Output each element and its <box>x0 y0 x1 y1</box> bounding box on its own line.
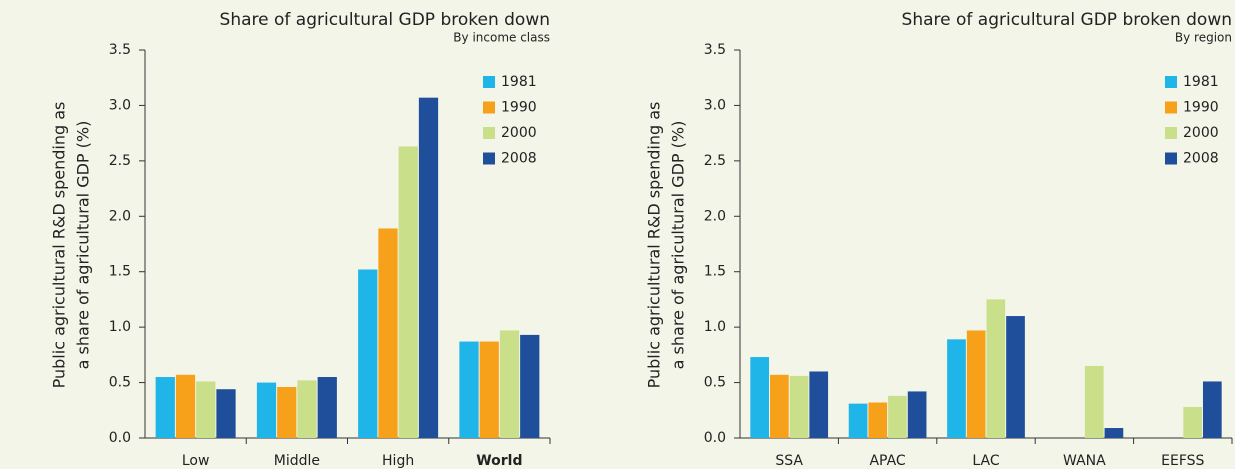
legend-swatch <box>1165 152 1177 165</box>
legend-label: 2008 <box>1183 151 1219 167</box>
bar <box>317 377 337 438</box>
y-tick-label: 0.0 <box>704 430 726 446</box>
bar <box>196 381 216 438</box>
bar <box>868 402 888 438</box>
y-axis-label: a share of agricultural GDP (%) <box>74 121 93 370</box>
bar <box>216 389 236 438</box>
legend-swatch <box>1165 127 1177 139</box>
y-tick-label: 2.0 <box>704 208 726 224</box>
y-tick-label: 2.5 <box>109 153 131 169</box>
y-tick-label: 1.5 <box>109 264 131 280</box>
bar <box>888 395 907 438</box>
x-tick-label: Low <box>182 453 210 469</box>
bar <box>1183 406 1202 438</box>
bar <box>789 375 809 438</box>
x-tick-label: SSA <box>775 453 803 469</box>
x-tick-label: EEFSS <box>1161 453 1204 469</box>
bar <box>499 330 520 438</box>
y-tick-label: 1.0 <box>704 319 726 335</box>
chart-subtitle: By region <box>1175 31 1232 45</box>
bar <box>358 269 378 438</box>
chart-title: Share of agricultural GDP broken down <box>220 10 550 30</box>
legend-swatch <box>483 101 495 114</box>
bar <box>297 380 317 438</box>
y-tick-label: 0.5 <box>109 375 131 391</box>
legend-swatch <box>483 127 495 139</box>
x-tick-label: High <box>382 453 414 469</box>
x-tick-label: LAC <box>972 453 999 469</box>
bar <box>520 334 540 438</box>
x-tick-label: Middle <box>274 453 320 469</box>
bar <box>1006 316 1025 438</box>
bar <box>418 97 439 438</box>
bar <box>378 228 398 438</box>
bar <box>1104 428 1124 438</box>
y-axis-label: Public agricultural R&D spending as <box>645 102 664 389</box>
y-tick-label: 0.0 <box>109 430 131 446</box>
bar <box>770 374 789 438</box>
legend-swatch <box>1165 76 1177 88</box>
legend-label: 1990 <box>1183 100 1219 116</box>
y-tick-label: 1.5 <box>704 264 726 280</box>
bar <box>986 299 1006 438</box>
x-tick-label: APAC <box>869 453 905 469</box>
y-axis-label: Public agricultural R&D spending as <box>50 102 69 389</box>
legend-swatch <box>1165 101 1177 114</box>
y-tick-label: 0.5 <box>704 375 726 391</box>
legend-label: 2000 <box>501 125 537 141</box>
bar <box>398 146 418 438</box>
bar <box>966 330 986 438</box>
bar <box>1202 381 1222 438</box>
y-tick-label: 1.0 <box>109 319 131 335</box>
legend-swatch <box>483 76 495 88</box>
y-tick-label: 3.0 <box>109 97 131 113</box>
bar <box>155 377 175 438</box>
x-tick-label: World <box>476 453 522 469</box>
legend-label: 1990 <box>501 100 537 116</box>
legend-label: 1981 <box>501 74 537 90</box>
bar <box>1084 365 1104 438</box>
y-tick-label: 2.5 <box>704 153 726 169</box>
bar <box>256 382 277 438</box>
chart-title: Share of agricultural GDP broken down <box>902 10 1232 30</box>
y-tick-label: 3.5 <box>704 42 726 58</box>
y-axis-label: a share of agricultural GDP (%) <box>669 121 688 370</box>
chart-subtitle: By income class <box>453 31 550 45</box>
legend-swatch <box>483 152 495 165</box>
bar <box>277 387 297 438</box>
bar <box>175 374 196 438</box>
y-tick-label: 3.5 <box>109 42 131 58</box>
bar <box>848 403 868 438</box>
bar <box>809 371 829 438</box>
legend-label: 2000 <box>1183 125 1219 141</box>
bar <box>750 357 770 438</box>
bar <box>459 341 479 438</box>
y-tick-label: 2.0 <box>109 208 131 224</box>
bar <box>479 341 499 438</box>
legend-label: 2008 <box>501 151 537 167</box>
bar <box>947 339 966 438</box>
x-tick-label: WANA <box>1063 453 1106 469</box>
legend-label: 1981 <box>1183 74 1219 90</box>
y-tick-label: 3.0 <box>704 97 726 113</box>
bar <box>907 391 927 438</box>
